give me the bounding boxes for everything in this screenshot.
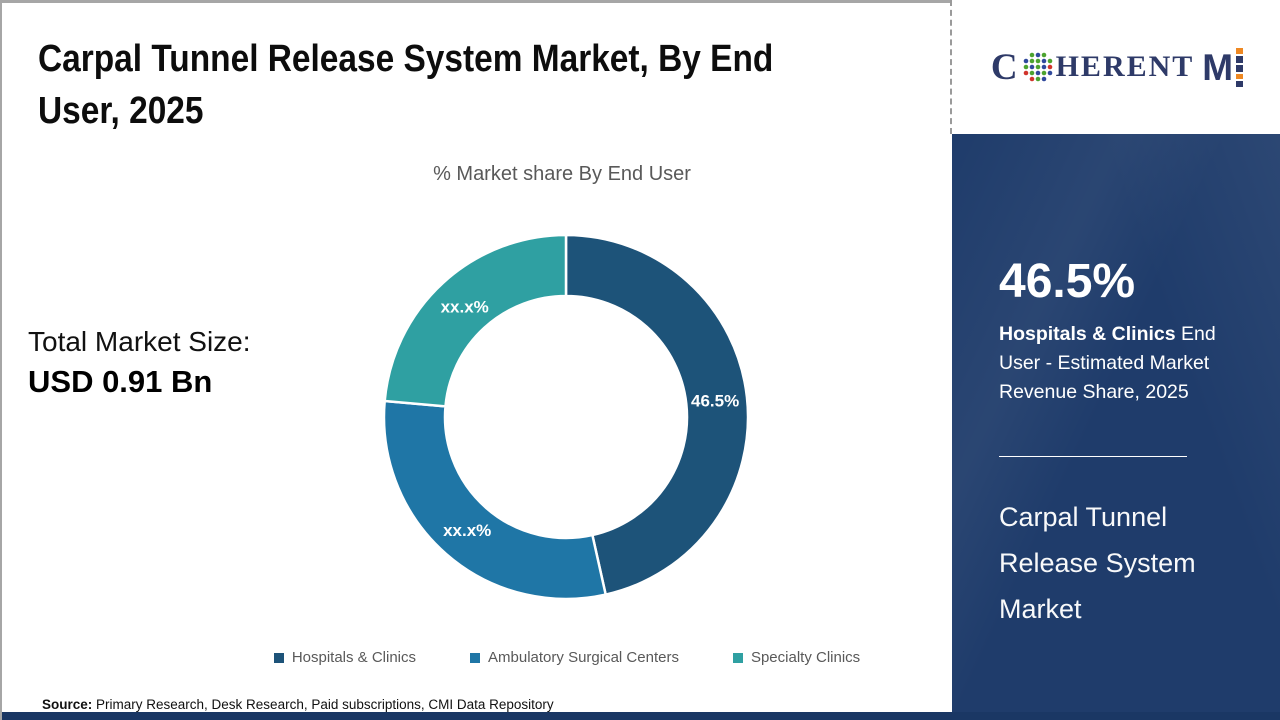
source-label: Source:: [42, 697, 93, 712]
sidebar-stat-value: 46.5%: [999, 255, 1136, 308]
slice-value-label: xx.x%: [441, 297, 489, 316]
legend-swatch: [273, 652, 284, 663]
legend-item: Ambulatory Surgical Centers: [470, 649, 679, 666]
page-title: Carpal Tunnel Release System Market, By …: [38, 38, 774, 132]
sidebar-divider: [999, 456, 1187, 457]
sidebar-stat-rest: End User - Estimated Market Revenue Shar…: [999, 323, 1216, 403]
sidebar-market-name: Carpal Tunnel Release System Market: [999, 502, 1196, 624]
total-market-size-value: USD 0.91 Bn: [28, 364, 213, 399]
total-market-size: Total Market Size: USD 0.91 Bn: [28, 326, 251, 400]
logo-letter-i-bar: [1236, 47, 1244, 87]
legend-item: Hospitals & Clinics: [273, 649, 417, 666]
chart-subtitle: % Market share By End User: [433, 163, 691, 185]
donut-slice: [384, 399, 607, 599]
legend-swatch: [732, 652, 743, 663]
legend-label: Specialty Clinics: [750, 649, 861, 666]
sidebar-stat-description: Hospitals & Clinics End User - Estimated…: [999, 320, 1255, 407]
legend-item: Specialty Clinics: [732, 649, 861, 666]
sidebar: 46.5% Hospitals & Clinics End User - Est…: [952, 134, 1280, 715]
logo-globe-icon: [1023, 52, 1052, 82]
legend-swatch: [470, 652, 481, 663]
donut-slice: [384, 235, 568, 408]
coherent-mi-logo: C HERENT M: [990, 46, 1244, 88]
logo-letter-c: C: [990, 46, 1020, 88]
source-text: Primary Research, Desk Research, Paid su…: [92, 697, 554, 712]
sidebar-stat-bold: Hospitals & Clinics: [999, 323, 1176, 345]
bottom-strip: [2, 712, 1280, 720]
logo-area: C HERENT M: [950, 0, 1280, 134]
logo-letter-m: M: [1202, 46, 1234, 88]
logo-letters-herent: HERENT: [1055, 50, 1195, 83]
legend-label: Hospitals & Clinics: [291, 649, 417, 666]
slice-value-label: xx.x%: [443, 521, 491, 540]
slice-value-label: 46.5%: [691, 391, 739, 410]
chart-legend: Hospitals & Clinics Ambulatory Surgical C…: [182, 649, 952, 666]
donut-slice: [564, 235, 748, 596]
legend-label: Ambulatory Surgical Centers: [488, 649, 679, 666]
donut-chart: 46.5% xx.x% xx.x%: [384, 235, 748, 599]
total-market-size-label: Total Market Size:: [28, 326, 251, 357]
source-note: Source: Primary Research, Desk Research,…: [42, 697, 554, 712]
